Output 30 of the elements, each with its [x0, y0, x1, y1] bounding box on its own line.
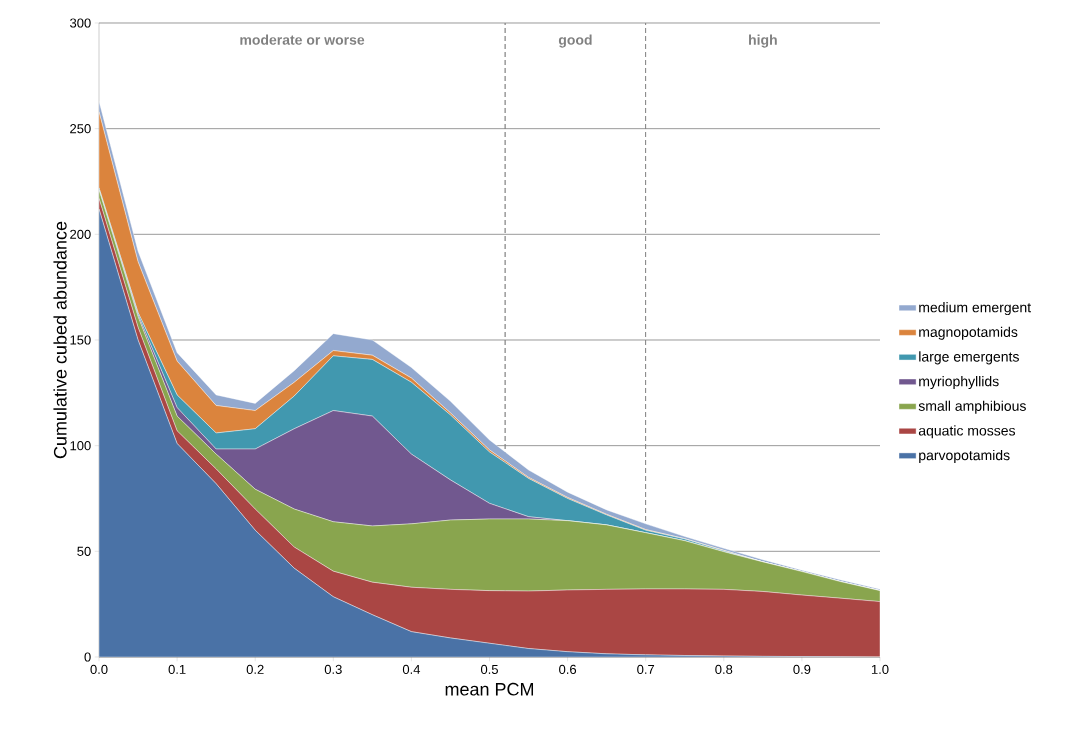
x-tick-label: 0.5 — [480, 664, 498, 674]
y-tick-label: 150 — [70, 335, 91, 345]
y-tick-label: 250 — [70, 124, 91, 134]
x-tick-label: 0.8 — [715, 664, 733, 674]
legend-label: myriophyllids — [919, 376, 999, 390]
x-tick-label: 0.1 — [168, 664, 186, 674]
x-tick-label: 0.2 — [246, 664, 264, 674]
legend-label: medium emergent — [919, 302, 1031, 316]
legend-label: magnopotamids — [919, 326, 1018, 340]
annotation: good — [558, 34, 592, 48]
y-tick-label: 100 — [70, 441, 91, 451]
x-axis-title: mean PCM — [445, 682, 534, 696]
x-tick-label: 1.0 — [871, 664, 889, 674]
y-tick-label: 200 — [70, 229, 91, 239]
y-axis-title: Cumulative cubed abundance — [53, 221, 67, 459]
x-tick-label: 0.6 — [559, 664, 577, 674]
legend-label: parvopotamids — [919, 449, 1010, 463]
x-tick-label: 0.3 — [324, 664, 342, 674]
annotation: moderate or worse — [240, 34, 365, 45]
x-tick-label: 0.4 — [402, 664, 421, 674]
legend-label: aquatic mosses — [918, 425, 1016, 439]
y-tick-label: 0 — [84, 652, 91, 662]
y-tick-label: 50 — [77, 546, 91, 556]
legend-label: small amphibious — [918, 400, 1026, 414]
legend-label: large emergents — [919, 351, 1019, 365]
x-tick-label: 0.9 — [793, 664, 811, 674]
x-tick-label: 0.7 — [637, 664, 655, 674]
y-tick-label: 300 — [70, 18, 91, 28]
annotation: high — [749, 34, 777, 48]
x-tick-label: 0.0 — [90, 664, 108, 674]
